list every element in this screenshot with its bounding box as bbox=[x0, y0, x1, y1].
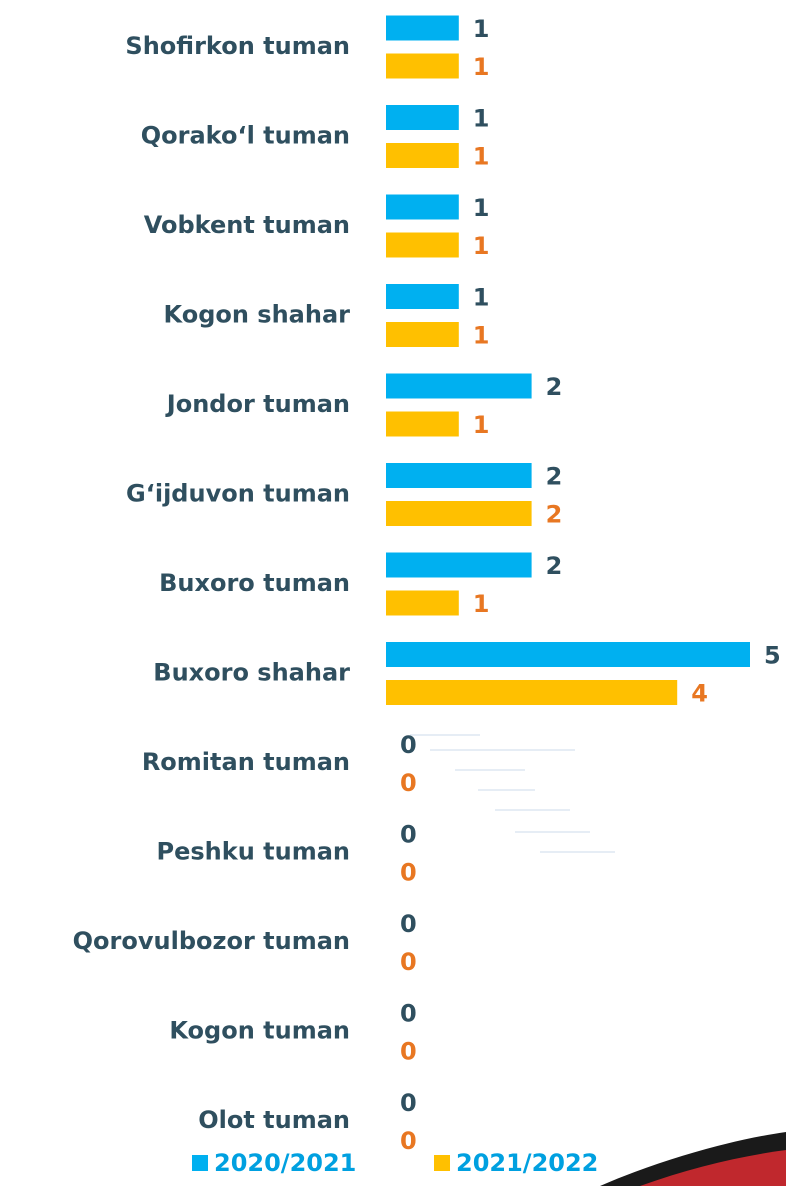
bar bbox=[386, 680, 678, 705]
value-label: 1 bbox=[473, 105, 490, 133]
value-label: 0 bbox=[400, 1038, 417, 1066]
value-label: 1 bbox=[473, 284, 490, 312]
value-label: 1 bbox=[473, 15, 490, 43]
value-label: 1 bbox=[473, 143, 490, 171]
value-label: 1 bbox=[473, 53, 490, 81]
value-label: 0 bbox=[400, 769, 417, 797]
value-label: 4 bbox=[691, 680, 708, 708]
legend-label: 2021/2022 bbox=[456, 1149, 598, 1177]
value-label: 2 bbox=[546, 552, 563, 580]
bar bbox=[386, 552, 532, 578]
bar bbox=[386, 411, 459, 437]
value-label: 0 bbox=[400, 1127, 417, 1155]
category-label: Qorovulbozor tuman bbox=[73, 927, 350, 955]
bar bbox=[386, 463, 532, 488]
category-label: Jondor tuman bbox=[165, 390, 350, 418]
bar bbox=[386, 322, 459, 347]
bar bbox=[386, 590, 459, 616]
decoration bbox=[410, 734, 786, 1186]
bar bbox=[386, 373, 532, 399]
category-label: G‘ijduvon tuman bbox=[126, 480, 350, 508]
value-label: 0 bbox=[400, 859, 417, 887]
category-label: Kogon tuman bbox=[169, 1017, 350, 1045]
value-label: 5 bbox=[764, 642, 781, 670]
value-label: 0 bbox=[400, 910, 417, 938]
category-label: Romitan tuman bbox=[142, 748, 350, 776]
value-label: 0 bbox=[400, 948, 417, 976]
category-label: Qorako‘l tuman bbox=[141, 122, 350, 150]
category-label: Kogon shahar bbox=[164, 301, 351, 329]
category-label: Peshku tuman bbox=[157, 838, 351, 866]
category-label: Buxoro tuman bbox=[159, 569, 350, 597]
bar bbox=[386, 642, 750, 667]
value-label: 0 bbox=[400, 1089, 417, 1117]
value-label: 2 bbox=[546, 373, 563, 401]
category-label: Buxoro shahar bbox=[153, 659, 350, 687]
value-label: 1 bbox=[473, 322, 490, 350]
bar bbox=[386, 53, 459, 79]
value-label: 0 bbox=[400, 821, 417, 849]
value-label: 2 bbox=[546, 463, 563, 491]
bar bbox=[386, 232, 459, 258]
value-label: 1 bbox=[473, 411, 490, 439]
value-label: 0 bbox=[400, 731, 417, 759]
bar bbox=[386, 501, 532, 526]
bar bbox=[386, 194, 459, 220]
bar bbox=[386, 143, 459, 168]
value-label: 2 bbox=[546, 501, 563, 529]
category-label: Shofirkon tuman bbox=[125, 32, 350, 60]
value-label: 1 bbox=[473, 232, 490, 260]
legend-label: 2020/2021 bbox=[214, 1149, 356, 1177]
bar bbox=[386, 15, 459, 41]
category-label: Vobkent tuman bbox=[144, 211, 350, 239]
legend-swatch bbox=[192, 1155, 208, 1171]
bar bbox=[386, 105, 459, 130]
legend-swatch bbox=[434, 1155, 450, 1171]
category-label: Olot tuman bbox=[198, 1106, 350, 1134]
value-label: 0 bbox=[400, 1000, 417, 1028]
value-label: 1 bbox=[473, 194, 490, 222]
value-label: 1 bbox=[473, 590, 490, 618]
bar bbox=[386, 284, 459, 309]
